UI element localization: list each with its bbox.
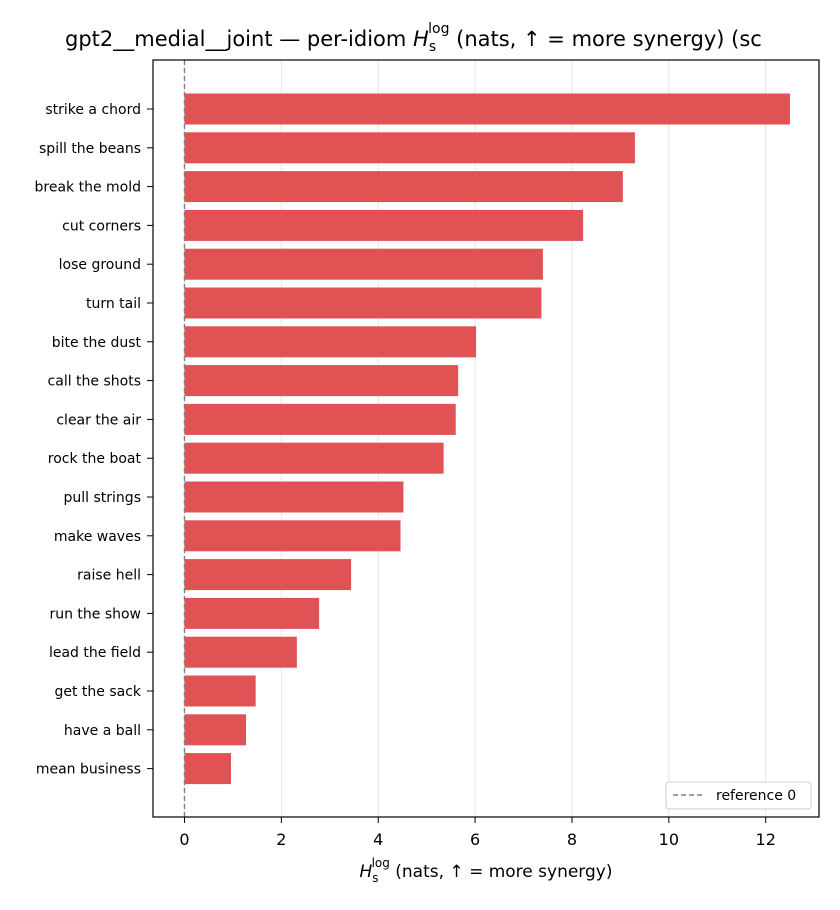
y-tick-label: have a ball: [64, 723, 141, 739]
y-tick-label: lead the field: [49, 645, 141, 661]
bar: [184, 753, 231, 785]
bar: [184, 559, 352, 591]
y-tick-label: bite the dust: [52, 335, 142, 351]
y-tick-label: call the shots: [48, 374, 141, 390]
x-tick-label: 6: [470, 830, 480, 849]
y-tick-label: turn tail: [86, 296, 141, 312]
x-axis-ticks: 0 2 4 6 8 10 12: [179, 817, 776, 849]
x-tick-label: 12: [756, 830, 776, 849]
title-math-sup: log: [428, 21, 449, 37]
y-tick-label: mean business: [36, 762, 141, 778]
xlabel-math-sup: log: [372, 856, 390, 870]
bar: [184, 365, 459, 397]
y-tick-label: rock the boat: [48, 451, 142, 467]
legend: reference 0: [665, 781, 812, 810]
xlabel-suffix: (nats, ↑ = more synergy): [390, 862, 613, 882]
y-tick-label: lose ground: [59, 257, 141, 273]
y-axis-ticks: strike a chord spill the beans break the m…: [35, 102, 153, 778]
bar: [184, 714, 246, 746]
legend-label: reference 0: [716, 788, 796, 804]
plot-frame: [152, 59, 820, 818]
bar: [184, 171, 623, 203]
y-tick-label: pull strings: [64, 490, 141, 506]
bar: [184, 209, 584, 241]
bar: [184, 403, 456, 435]
title-prefix: gpt2__medial__joint — per-idiom: [65, 27, 413, 52]
chart-title: gpt2__medial__joint — per-idiom Hs log (n…: [65, 21, 762, 55]
bar: [184, 481, 404, 513]
xlabel-math-sub: s: [372, 871, 378, 885]
y-tick-label: get the sack: [54, 684, 141, 700]
x-tick-label: 10: [659, 830, 679, 849]
title-suffix: (nats, ↑ = more synergy) (sc: [449, 27, 761, 51]
y-tick-label: raise hell: [77, 568, 141, 584]
bars: [184, 93, 790, 785]
bar: [184, 442, 444, 474]
x-tick-label: 2: [276, 830, 286, 849]
x-tick-label: 8: [567, 830, 577, 849]
y-tick-label: strike a chord: [45, 102, 141, 118]
x-tick-label: 0: [179, 830, 189, 849]
bar: [184, 326, 477, 358]
bar: [184, 287, 542, 319]
y-tick-label: run the show: [49, 606, 141, 622]
bar: [184, 520, 401, 552]
bar: [184, 675, 256, 707]
y-tick-label: spill the beans: [39, 141, 141, 157]
legend-box: [665, 781, 812, 810]
y-tick-label: break the mold: [35, 180, 142, 196]
x-tick-label: 4: [373, 830, 383, 849]
y-tick-label: make waves: [54, 529, 141, 545]
y-tick-label: clear the air: [56, 412, 141, 428]
title-math-symbol: H: [413, 27, 429, 51]
bar: [184, 93, 790, 125]
bar: [184, 248, 543, 280]
bar: [184, 597, 320, 629]
y-tick-label: cut corners: [62, 218, 141, 234]
x-axis-label: Hslog (nats, ↑ = more synergy): [360, 856, 613, 885]
bar: [184, 132, 635, 164]
xlabel-math-symbol: H: [360, 862, 373, 882]
title-math-sub: s: [429, 39, 436, 55]
bar: [184, 636, 297, 668]
